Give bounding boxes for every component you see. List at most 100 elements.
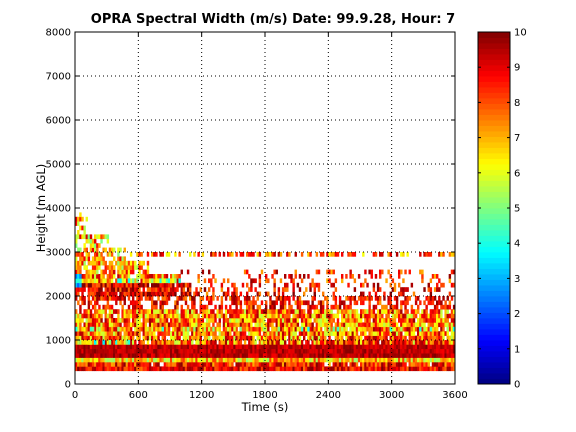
heatmap-cell: [330, 344, 333, 350]
heatmap-cell: [360, 313, 363, 319]
heatmap-cell: [83, 278, 86, 284]
heatmap-cell: [385, 322, 388, 328]
heatmap-cell: [174, 331, 177, 336]
heatmap-cell: [182, 318, 186, 323]
heatmap-cell: [205, 366, 209, 372]
heatmap-cell: [246, 296, 249, 301]
heatmap-cell: [176, 304, 179, 310]
heatmap-cell: [305, 357, 308, 363]
heatmap-cell: [423, 326, 426, 332]
heatmap-cell: [414, 344, 418, 350]
heatmap-cell: [328, 335, 331, 341]
heatmap-cell: [273, 287, 276, 292]
heatmap-cell: [303, 274, 306, 279]
heatmap-cell: [94, 326, 97, 332]
heatmap-cell: [300, 331, 304, 336]
heatmap-cell: [319, 304, 323, 310]
heatmap-cell: [144, 313, 148, 319]
heatmap-cell: [376, 296, 380, 301]
heatmap-cell: [129, 344, 133, 350]
heatmap-cell: [161, 291, 164, 297]
heatmap-cell: [433, 326, 437, 332]
heatmap-cell: [138, 309, 141, 314]
heatmap-cell: [229, 353, 232, 358]
heatmap-cell: [256, 335, 259, 341]
heatmap-cell: [366, 326, 369, 332]
heatmap-cell: [197, 326, 200, 332]
heatmap-cell: [284, 318, 287, 323]
heatmap-cell: [180, 309, 183, 314]
heatmap-cell: [108, 366, 112, 372]
heatmap-cell: [138, 322, 141, 328]
heatmap-cell: [309, 309, 312, 314]
heatmap-cell: [180, 296, 183, 301]
heatmap-cell: [311, 322, 314, 328]
heatmap-cell: [260, 344, 264, 350]
heatmap-cell: [309, 282, 312, 288]
heatmap-cell: [195, 335, 198, 341]
heatmap-cell: [319, 353, 323, 358]
heatmap-cell: [269, 309, 272, 314]
heatmap-cell: [324, 322, 327, 328]
heatmap-cell: [119, 274, 122, 279]
heatmap-cell: [155, 357, 158, 363]
heatmap-cell: [387, 296, 390, 301]
heatmap-cell: [250, 366, 253, 372]
chart-title: OPRA Spectral Width (m/s) Date: 99.9.28,…: [91, 12, 455, 27]
heatmap-cell: [199, 326, 202, 332]
heatmap-cell: [419, 353, 422, 358]
heatmap-cell: [155, 274, 158, 279]
heatmap-cell: [89, 353, 93, 358]
heatmap-cell: [324, 366, 327, 372]
heatmap-cell: [383, 344, 386, 350]
heatmap-cell: [205, 322, 209, 328]
heatmap-cell: [349, 309, 352, 314]
heatmap-cell: [307, 313, 310, 319]
heatmap-cell: [296, 318, 300, 323]
colorbar-swatch: [478, 186, 510, 192]
heatmap-cell: [132, 291, 135, 297]
heatmap-cell: [343, 318, 346, 323]
heatmap-cell: [77, 274, 80, 279]
heatmap-cell: [279, 335, 283, 341]
heatmap-cell: [129, 362, 133, 367]
heatmap-cell: [322, 362, 325, 367]
colorbar-swatch: [478, 290, 510, 297]
heatmap-cell: [341, 252, 344, 257]
heatmap-cell: [241, 362, 245, 367]
heatmap-cell: [288, 353, 291, 358]
heatmap-cell: [159, 344, 162, 350]
heatmap-cell: [332, 304, 335, 310]
heatmap-cell: [174, 274, 177, 279]
heatmap-cell: [91, 282, 95, 288]
heatmap-cell: [353, 353, 357, 358]
colorbar-swatch: [478, 120, 510, 126]
heatmap-cell: [400, 353, 403, 358]
heatmap-cell: [96, 296, 99, 301]
heatmap-cell: [123, 326, 126, 332]
heatmap-cell: [324, 335, 327, 341]
heatmap-cell: [77, 348, 80, 354]
heatmap-cell: [286, 357, 289, 363]
heatmap-cell: [178, 282, 181, 288]
heatmap-cell: [286, 252, 289, 257]
heatmap-cell: [277, 326, 281, 332]
heatmap-cell: [387, 344, 390, 350]
heatmap-cell: [429, 331, 433, 336]
heatmap-cell: [220, 335, 224, 341]
heatmap-cell: [322, 344, 325, 350]
heatmap-cell: [279, 366, 283, 372]
heatmap-cell: [146, 269, 150, 275]
heatmap-cell: [159, 274, 162, 279]
heatmap-cell: [410, 357, 414, 363]
heatmap-cell: [151, 326, 154, 332]
heatmap-cell: [151, 322, 154, 328]
heatmap-cell: [372, 335, 376, 341]
heatmap-cell: [233, 357, 236, 363]
heatmap-cell: [440, 326, 443, 332]
heatmap-cell: [372, 287, 376, 292]
heatmap-cell: [438, 296, 441, 301]
heatmap-cell: [286, 287, 289, 292]
heatmap-cell: [199, 366, 202, 372]
heatmap-cell: [199, 300, 202, 306]
